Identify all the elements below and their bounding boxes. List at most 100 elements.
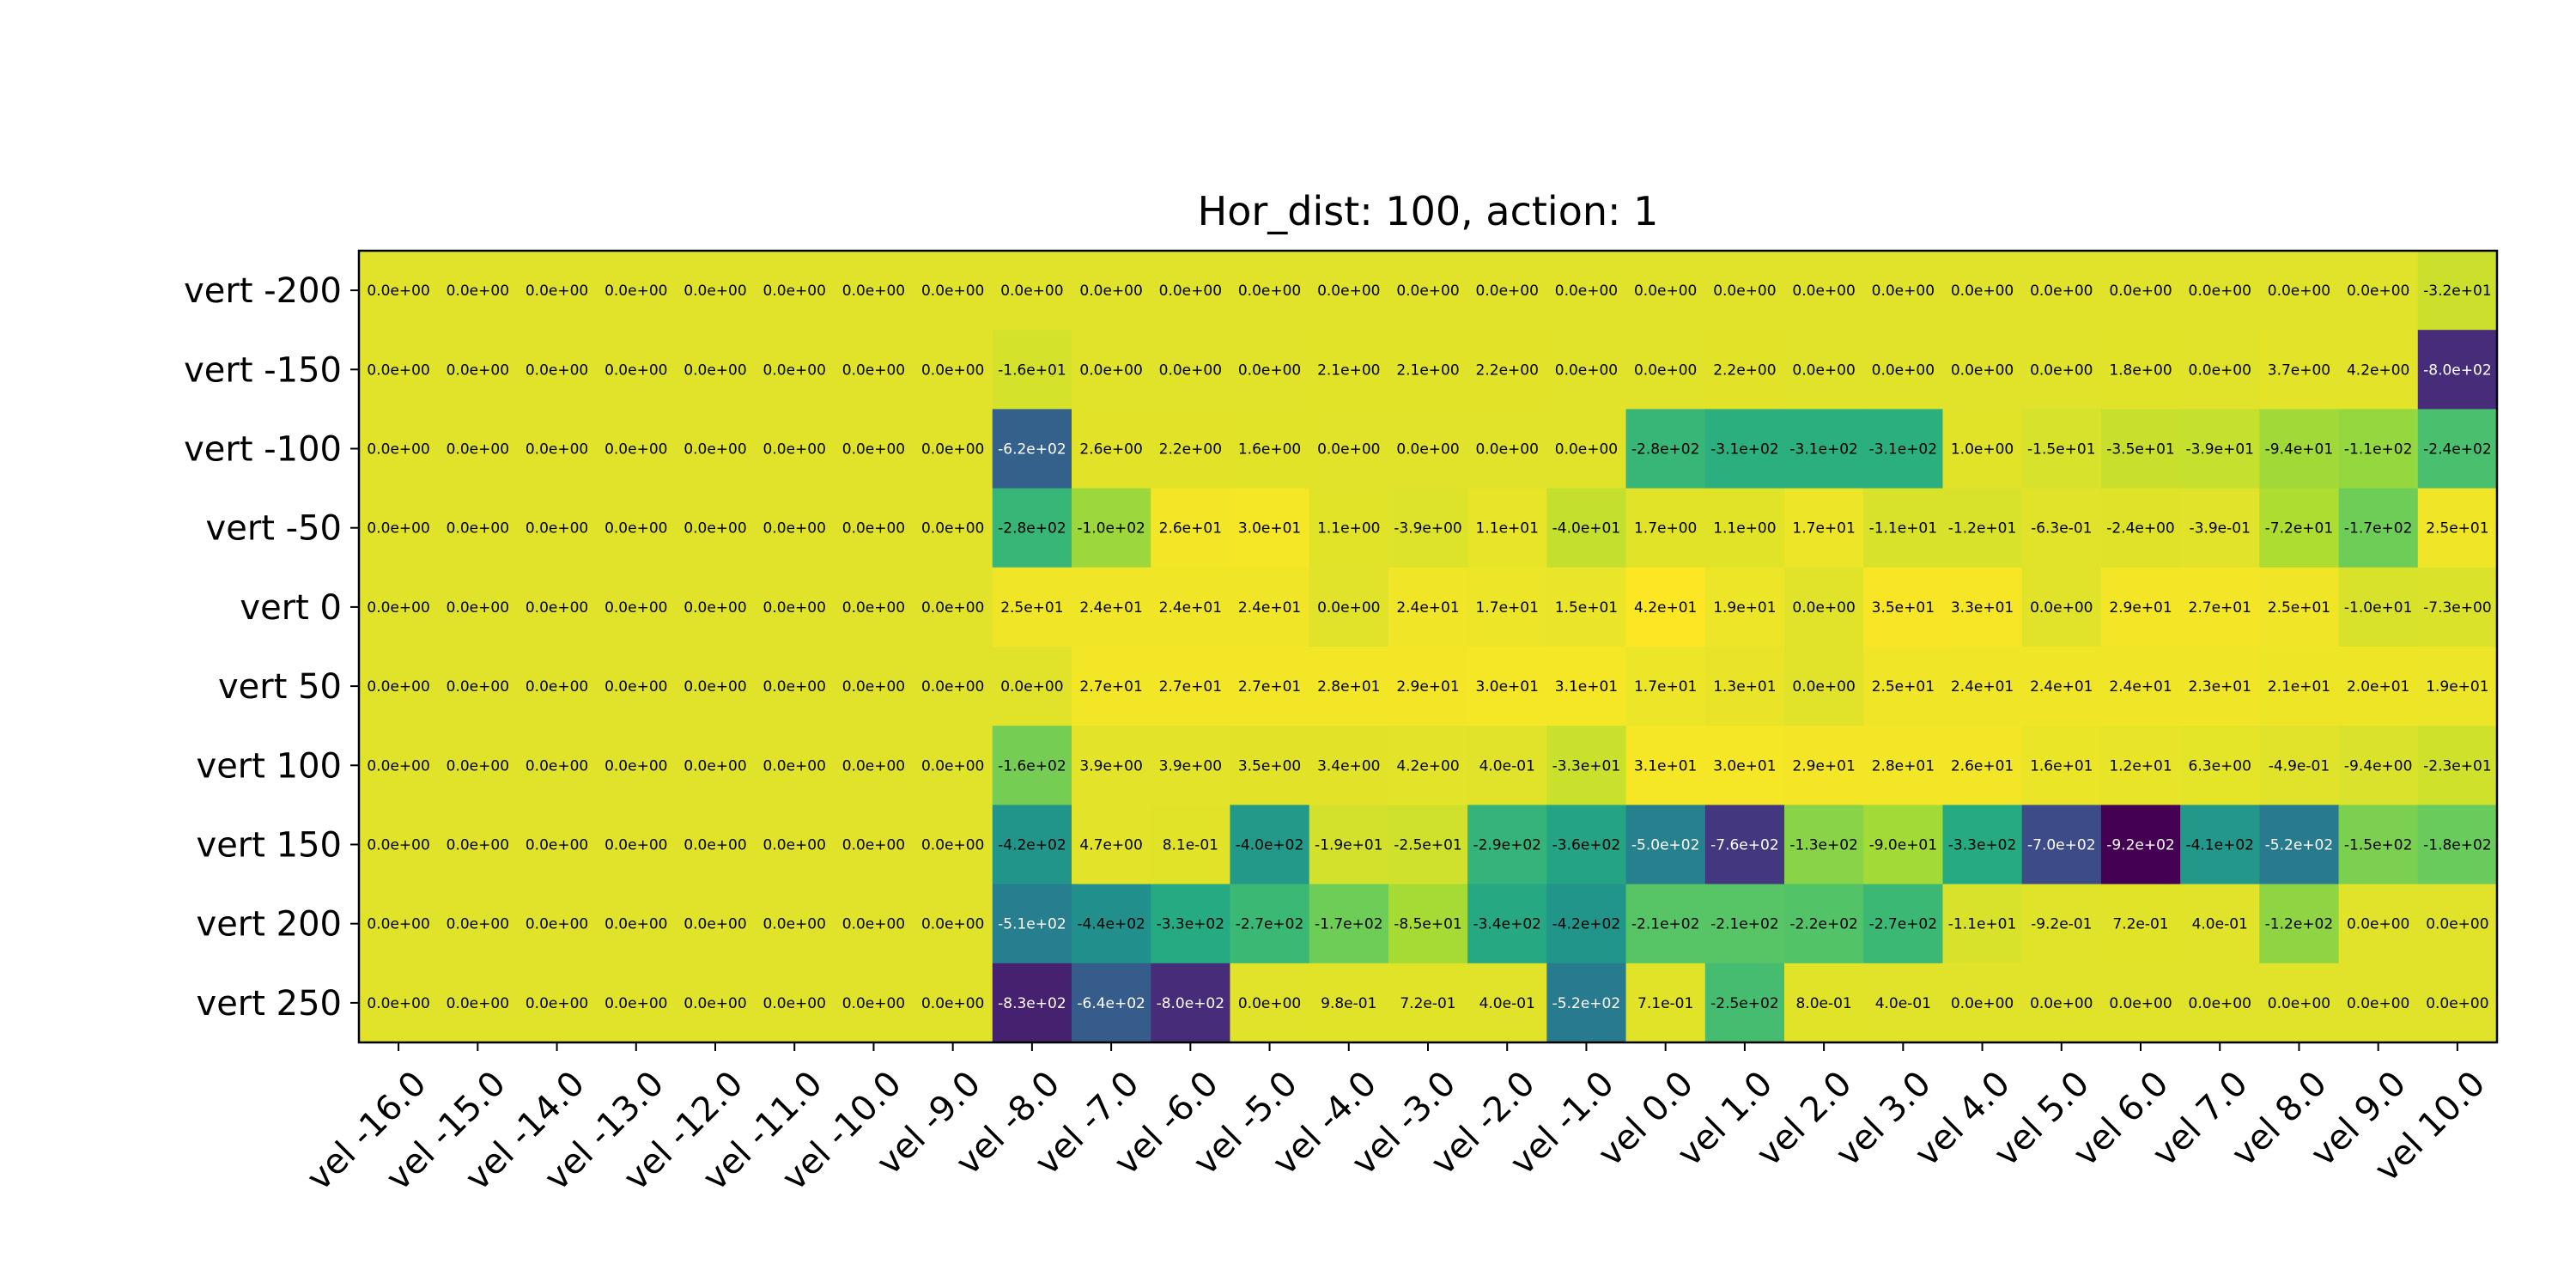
heatmap-cell bbox=[438, 330, 519, 410]
cell-value-label: 4.0e-01 bbox=[1479, 995, 1535, 1012]
heatmap-cell bbox=[1942, 805, 2023, 885]
cell-value-label: 0.0e+00 bbox=[1792, 361, 1855, 379]
cell-value-label: 0.0e+00 bbox=[605, 520, 667, 538]
cell-value-label: -3.2e+01 bbox=[2423, 283, 2492, 300]
heatmap-cell bbox=[675, 567, 756, 647]
heatmap-cell bbox=[438, 963, 519, 1043]
heatmap-cell bbox=[1467, 726, 1547, 805]
heatmap-cell bbox=[1388, 409, 1468, 489]
heatmap-cell bbox=[1546, 251, 1627, 331]
cell-value-label: 0.0e+00 bbox=[2109, 283, 2172, 300]
cell-value-label: 0.0e+00 bbox=[2189, 361, 2251, 379]
cell-value-label: -5.1e+02 bbox=[998, 916, 1066, 933]
heatmap-cell bbox=[517, 567, 598, 647]
heatmap-cell bbox=[2180, 805, 2260, 885]
cell-value-label: 2.5e+01 bbox=[1000, 599, 1063, 617]
heatmap-cell bbox=[913, 488, 993, 568]
cell-value-label: 3.1e+01 bbox=[1555, 678, 1618, 696]
heatmap-cell bbox=[913, 963, 993, 1043]
heatmap-cell bbox=[359, 330, 439, 410]
cell-value-label: 0.0e+00 bbox=[605, 837, 667, 854]
cell-value-label: 0.0e+00 bbox=[921, 283, 984, 300]
cell-value-label: 0.0e+00 bbox=[921, 441, 984, 459]
cell-value-label: -6.2e+02 bbox=[998, 441, 1066, 459]
heatmap-cell bbox=[1151, 647, 1231, 726]
heatmap-cell bbox=[1942, 647, 2023, 726]
heatmap-cell bbox=[1704, 647, 1785, 726]
heatmap-cell bbox=[359, 805, 439, 885]
heatmap-cell bbox=[2180, 409, 2260, 489]
heatmap-cell bbox=[1388, 647, 1468, 726]
heatmap-cell bbox=[1230, 884, 1310, 964]
cell-value-label: 0.0e+00 bbox=[683, 995, 746, 1012]
heatmap-cell bbox=[834, 251, 914, 331]
cell-value-label: -4.0e+01 bbox=[1552, 520, 1621, 538]
cell-value-label: 0.0e+00 bbox=[683, 283, 746, 300]
heatmap-cell bbox=[1309, 963, 1389, 1043]
cell-value-label: 3.9e+00 bbox=[1079, 757, 1142, 775]
heatmap-cell bbox=[1863, 726, 1944, 805]
heatmap-cell bbox=[992, 647, 1072, 726]
heatmap-cell bbox=[517, 884, 598, 964]
heatmap-cell bbox=[2021, 488, 2102, 568]
cell-value-label: 2.0e+01 bbox=[2347, 678, 2409, 696]
cell-value-label: 2.6e+01 bbox=[1159, 520, 1222, 538]
cell-value-label: -5.2e+02 bbox=[2265, 837, 2334, 854]
cell-value-label: 2.7e+01 bbox=[1159, 678, 1222, 696]
cell-value-label: -1.6e+01 bbox=[998, 361, 1066, 379]
heatmap-cell bbox=[359, 963, 439, 1043]
heatmap-cell bbox=[2417, 884, 2498, 964]
heatmap-cell bbox=[1230, 567, 1310, 647]
cell-value-label: 0.0e+00 bbox=[2030, 995, 2093, 1012]
heatmap-cell bbox=[1388, 805, 1468, 885]
cell-value-label: 3.5e+01 bbox=[1872, 599, 1935, 617]
cell-value-label: 0.0e+00 bbox=[763, 837, 826, 854]
cell-value-label: 0.0e+00 bbox=[367, 599, 429, 617]
cell-value-label: 0.0e+00 bbox=[683, 837, 746, 854]
heatmap-cell bbox=[755, 805, 835, 885]
heatmap-cell bbox=[1625, 409, 1706, 489]
cell-value-label: 8.0e-01 bbox=[1795, 995, 1851, 1012]
heatmap-cell bbox=[1942, 963, 2023, 1043]
heatmap-cell bbox=[359, 488, 439, 568]
cell-value-label: 0.0e+00 bbox=[526, 678, 588, 696]
cell-value-label: 0.0e+00 bbox=[1634, 361, 1697, 379]
heatmap-cell bbox=[1625, 251, 1706, 331]
heatmap-cell bbox=[596, 647, 677, 726]
cell-value-label: 0.0e+00 bbox=[367, 520, 429, 538]
heatmap-cell bbox=[2180, 330, 2260, 410]
cell-value-label: 0.0e+00 bbox=[1159, 361, 1222, 379]
heatmap-cell bbox=[2180, 488, 2260, 568]
cell-value-label: -1.3e+02 bbox=[1789, 837, 1858, 854]
heatmap-cell bbox=[1863, 567, 1944, 647]
heatmap-cell bbox=[755, 330, 835, 410]
heatmap-cell bbox=[2259, 884, 2340, 964]
cell-value-label: 0.0e+00 bbox=[1555, 283, 1618, 300]
cell-value-label: 6.3e+00 bbox=[2189, 757, 2251, 775]
cell-value-label: 0.0e+00 bbox=[763, 678, 826, 696]
heatmap-cell bbox=[2021, 647, 2102, 726]
cell-value-label: 0.0e+00 bbox=[367, 757, 429, 775]
cell-value-label: 0.0e+00 bbox=[367, 995, 429, 1012]
cell-value-label: 0.0e+00 bbox=[605, 441, 667, 459]
heatmap-cell bbox=[1704, 884, 1785, 964]
cell-value-label: 7.1e-01 bbox=[1637, 995, 1693, 1012]
heatmap-cell bbox=[2021, 409, 2102, 489]
heatmap-cell bbox=[2259, 567, 2340, 647]
cell-value-label: -8.3e+02 bbox=[998, 995, 1066, 1012]
heatmap-cell bbox=[1704, 409, 1785, 489]
cell-value-label: 0.0e+00 bbox=[2109, 995, 2172, 1012]
cell-value-label: 2.1e+01 bbox=[2268, 678, 2330, 696]
cell-value-label: 0.0e+00 bbox=[367, 361, 429, 379]
heatmap-cell bbox=[675, 251, 756, 331]
cell-value-label: -2.5e+02 bbox=[1710, 995, 1779, 1012]
heatmap-cell bbox=[1863, 488, 1944, 568]
cell-value-label: 2.7e+01 bbox=[2189, 599, 2251, 617]
heatmap-cell bbox=[755, 251, 835, 331]
cell-value-label: -3.3e+02 bbox=[1157, 916, 1225, 933]
cell-value-label: 0.0e+00 bbox=[367, 916, 429, 933]
cell-value-label: -1.2e+01 bbox=[1948, 520, 2017, 538]
heatmap-cell bbox=[1546, 805, 1627, 885]
cell-value-label: 0.0e+00 bbox=[1317, 441, 1380, 459]
